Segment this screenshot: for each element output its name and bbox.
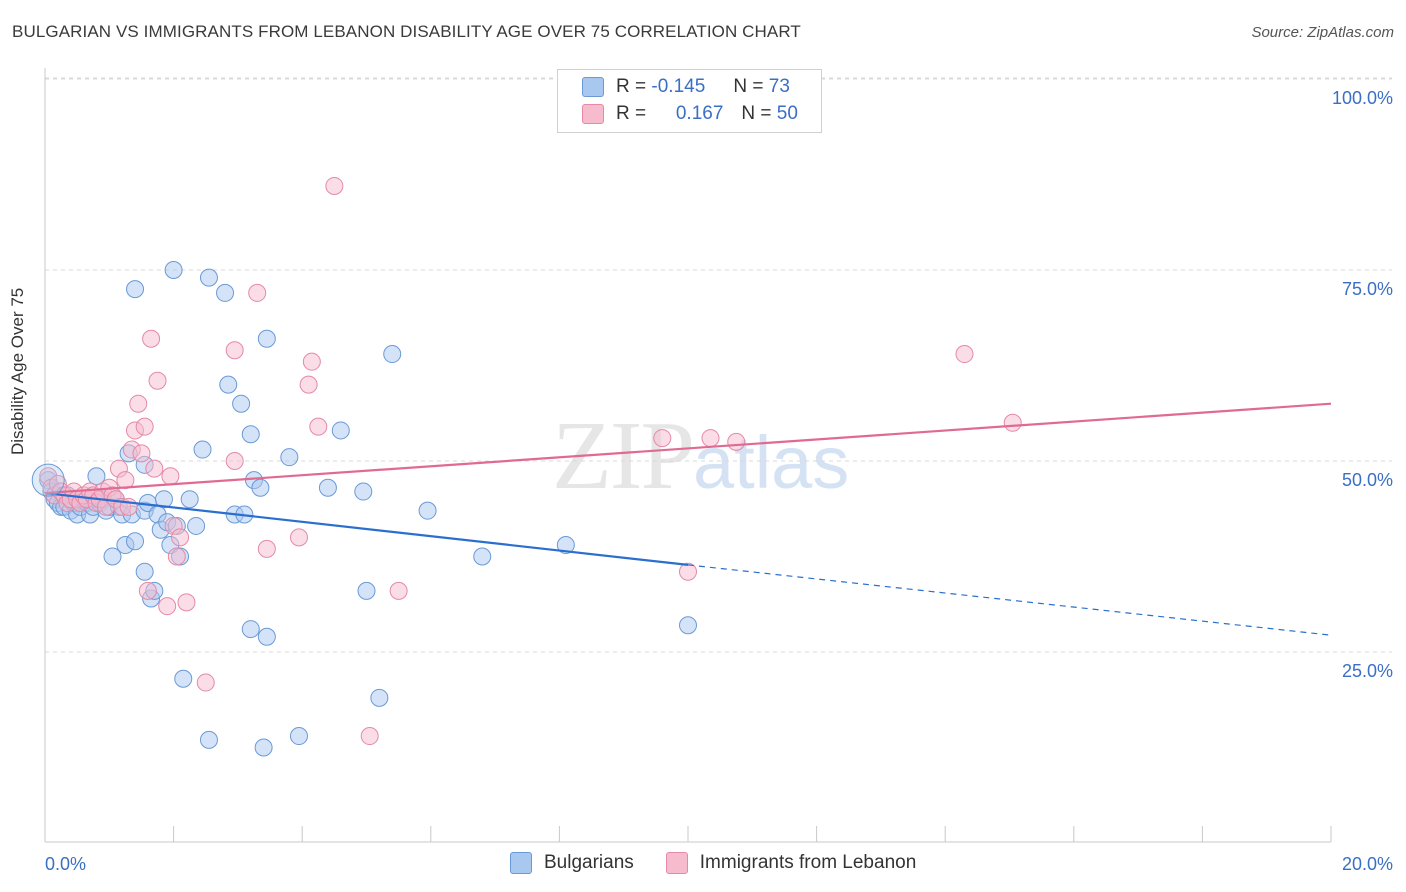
legend-swatch-blue <box>582 77 604 97</box>
y-tick-label: 100.0% <box>1332 88 1393 108</box>
bulgarian-point <box>232 394 251 413</box>
lebanon-point <box>248 283 267 302</box>
bulgarian-point <box>254 738 273 757</box>
bulgarian-point <box>251 478 270 497</box>
lebanon-point <box>701 429 720 448</box>
lebanon-point <box>302 352 321 371</box>
watermark-atlas: atlas <box>693 421 850 504</box>
legend-label-lebanon: Immigrants from Lebanon <box>699 852 917 873</box>
bulgarian-point <box>257 329 276 348</box>
lebanon-point <box>161 467 180 486</box>
bulgarian-point <box>199 268 218 287</box>
series-legend: Bulgarians Immigrants from Lebanon <box>510 852 948 874</box>
lebanon-point <box>1003 413 1022 432</box>
bulgarian-point <box>241 425 260 444</box>
x-tick-label: 20.0% <box>1342 854 1393 874</box>
n-value: 73 <box>768 76 790 97</box>
legend-item-bulgarians[interactable]: Bulgarians <box>510 852 634 874</box>
lebanon-point <box>148 371 167 390</box>
lebanon-point <box>299 375 318 394</box>
bulgarian-point <box>126 280 145 299</box>
y-tick-label: 50.0% <box>1342 470 1393 490</box>
lebanon-point <box>196 673 215 692</box>
legend-swatch-lebanon <box>665 852 688 874</box>
bulgarian-point <box>135 562 154 581</box>
r-label: R = <box>616 103 647 124</box>
bulgarian-point <box>241 620 260 639</box>
lebanon-point <box>309 417 328 436</box>
lebanon-point <box>171 528 190 547</box>
legend-row-lebanon: R = 0.167 N = 50 <box>582 102 798 126</box>
bulgarian-point <box>357 581 376 600</box>
lebanon-point <box>138 581 157 600</box>
r-value: 0.167 <box>675 103 724 124</box>
bulgarian-point <box>154 490 173 509</box>
bulgarian-point <box>354 482 373 501</box>
bulgarian-trend-line <box>44 491 689 566</box>
n-label: N = <box>733 76 764 97</box>
lebanon-point <box>653 429 672 448</box>
lebanon-point <box>177 593 196 612</box>
bulgarian-trend-extension <box>687 564 1332 636</box>
lebanon-point <box>158 597 177 616</box>
lebanon-point <box>135 417 154 436</box>
lebanon-point <box>727 432 746 451</box>
lebanon-point <box>142 329 161 348</box>
bulgarian-point <box>87 467 106 486</box>
bulgarian-point <box>216 283 235 302</box>
legend-swatch-pink <box>582 104 604 124</box>
bulgarian-point <box>331 421 350 440</box>
r-label: R = <box>616 76 647 97</box>
bulgarian-point <box>318 478 337 497</box>
bulgarian-point <box>126 532 145 551</box>
lebanon-point <box>389 581 408 600</box>
lebanon-point <box>679 562 697 581</box>
bulgarian-point <box>418 501 437 520</box>
bulgarian-point <box>370 688 389 707</box>
y-tick-label: 25.0% <box>1342 661 1393 681</box>
source-label: Source: ZipAtlas.com <box>1251 24 1394 41</box>
legend-row-bulgarians: R = -0.145 N = 73 <box>582 75 790 99</box>
bulgarian-point <box>193 440 212 459</box>
bulgarian-point <box>174 669 193 688</box>
x-tick-label: 0.0% <box>45 854 86 874</box>
chart-title: BULGARIAN VS IMMIGRANTS FROM LEBANON DIS… <box>12 22 801 41</box>
lebanon-point <box>257 539 276 558</box>
bulgarian-cluster-point <box>31 463 65 497</box>
lebanon-point <box>225 452 244 470</box>
n-label: N = <box>741 103 772 124</box>
bulgarian-point <box>187 516 206 535</box>
lebanon-point <box>132 444 151 463</box>
legend-swatch-bulgarians <box>510 852 532 874</box>
bulgarian-point <box>180 490 199 509</box>
bulgarian-point <box>257 627 276 646</box>
bulgarian-point <box>473 547 492 566</box>
n-value: 50 <box>776 103 798 124</box>
lebanon-point <box>955 345 974 364</box>
lebanon-point <box>325 176 344 195</box>
bulgarian-point <box>103 547 122 566</box>
y-tick-label: 75.0% <box>1342 279 1393 299</box>
bulgarian-point <box>383 345 402 364</box>
bulgarian-point <box>289 727 308 746</box>
lebanon-trend-line <box>44 402 1332 495</box>
legend-item-lebanon[interactable]: Immigrants from Lebanon <box>665 852 917 874</box>
r-value: -0.145 <box>651 76 706 97</box>
lebanon-point <box>289 528 308 547</box>
y-axis-label: Disability Age Over 75 <box>8 287 27 455</box>
bulgarian-point <box>164 261 183 279</box>
lebanon-point <box>145 459 164 478</box>
lebanon-point <box>167 547 186 566</box>
bulgarian-point <box>280 448 299 467</box>
correlation-legend: R = -0.145 N = 73 R = 0.167 N = 50 <box>557 69 822 133</box>
bulgarian-point <box>556 536 575 555</box>
bulgarian-point <box>199 730 218 749</box>
legend-label-bulgarians: Bulgarians <box>544 852 634 873</box>
lebanon-point <box>360 727 379 746</box>
bulgarian-point <box>219 375 238 394</box>
lebanon-point <box>225 341 244 360</box>
lebanon-point <box>129 394 148 413</box>
bulgarian-point <box>679 616 697 635</box>
